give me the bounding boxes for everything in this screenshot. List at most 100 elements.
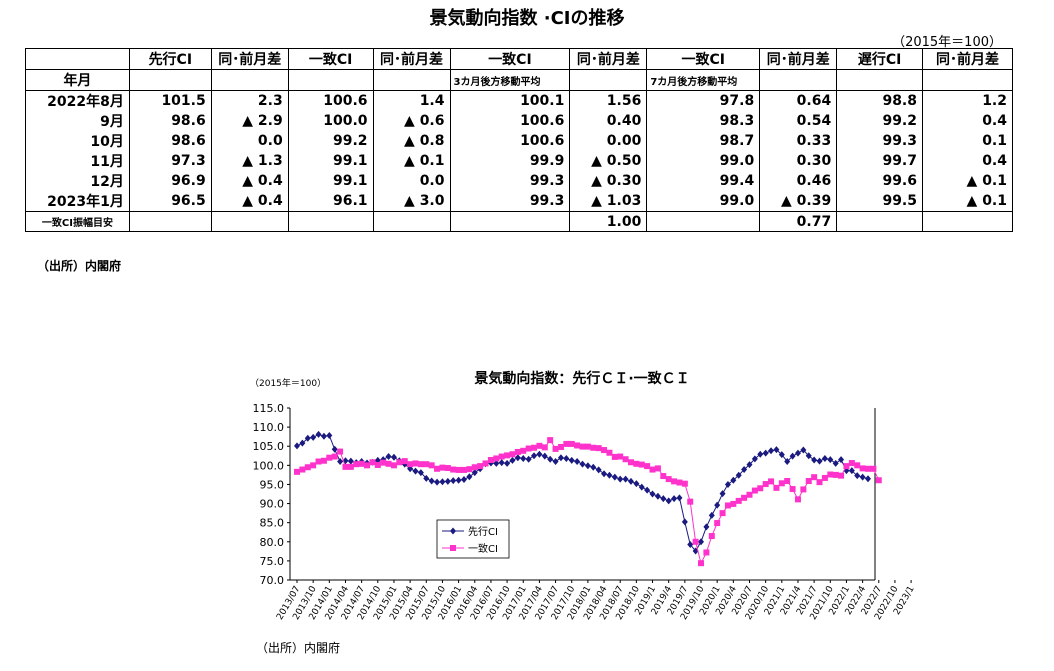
data-point-coincident xyxy=(816,479,823,486)
data-point-coincident xyxy=(800,486,807,493)
data-point-coincident xyxy=(827,471,834,478)
data-point-coincident xyxy=(590,444,597,451)
header-cell: 一致CI xyxy=(646,48,761,70)
data-point-leading xyxy=(606,471,613,479)
data-point-leading xyxy=(811,456,818,464)
data-point-coincident xyxy=(735,497,742,504)
subheader-cell xyxy=(569,69,648,91)
legend-box xyxy=(436,519,510,559)
value-cell: ▲ 0.1 xyxy=(372,151,451,171)
subheader-cell xyxy=(759,69,838,91)
data-point-leading xyxy=(859,473,866,481)
data-point-coincident xyxy=(724,502,731,509)
unit-note: （2015年＝100） xyxy=(892,35,1002,50)
value-cell: 0.1 xyxy=(922,131,1013,151)
data-point-coincident xyxy=(719,510,726,517)
y-tick-label: 100.0 xyxy=(253,459,285,472)
data-point-leading xyxy=(784,458,791,466)
row-label-cell: 12月 xyxy=(25,171,130,191)
data-point-coincident xyxy=(514,448,521,455)
data-point-leading xyxy=(504,459,511,467)
data-point-leading xyxy=(708,511,715,519)
data-point-coincident xyxy=(342,463,349,470)
value-cell: 99.0 xyxy=(646,151,761,171)
data-point-coincident xyxy=(789,486,796,493)
data-point-coincident xyxy=(579,443,586,450)
y-tick-label: 75.0 xyxy=(260,555,285,568)
value-cell: 0.4 xyxy=(922,151,1013,171)
legend-label: 一致CI xyxy=(468,542,498,555)
value-cell: 0.64 xyxy=(759,90,838,111)
row-label-cell: 11月 xyxy=(25,151,130,171)
data-point-leading xyxy=(444,477,451,485)
subheader-cell: 7カ月後方移動平均 xyxy=(646,69,761,91)
footer-value-cell xyxy=(922,211,1013,232)
data-point-coincident xyxy=(665,476,672,483)
data-point-coincident xyxy=(601,447,608,454)
value-cell: 0.33 xyxy=(759,131,838,151)
data-point-leading xyxy=(681,518,688,526)
data-point-coincident xyxy=(364,462,371,469)
data-point-leading xyxy=(757,450,764,458)
data-point-leading xyxy=(423,474,430,482)
value-cell: 0.4 xyxy=(922,111,1013,131)
data-point-coincident xyxy=(326,454,333,461)
value-cell: 98.7 xyxy=(646,131,761,151)
data-point-leading xyxy=(854,472,861,480)
data-point-coincident xyxy=(385,460,392,467)
value-cell: 1.4 xyxy=(372,90,451,111)
data-point-coincident xyxy=(568,440,575,447)
header-cell: 遅行CI xyxy=(836,48,923,70)
data-point-coincident xyxy=(838,472,845,479)
source-note-chart: （出所）内閣府 xyxy=(256,641,341,655)
data-point-coincident xyxy=(773,484,780,491)
data-point-leading xyxy=(428,477,435,485)
value-cell: 1.2 xyxy=(922,90,1013,111)
data-point-coincident xyxy=(854,462,861,469)
data-point-coincident xyxy=(509,451,516,458)
data-point-leading xyxy=(746,461,753,469)
data-point-leading xyxy=(627,477,634,485)
page-title: 景気動向指数 ·CIの推移 xyxy=(429,8,625,29)
value-cell: 99.9 xyxy=(449,151,571,171)
data-point-leading xyxy=(498,459,505,467)
footer-value-cell xyxy=(372,211,451,232)
data-point-coincident xyxy=(552,445,559,452)
header-cell: 先行CI xyxy=(128,48,212,70)
value-cell: ▲ 0.50 xyxy=(569,151,648,171)
data-point-coincident xyxy=(471,464,478,471)
data-point-leading xyxy=(768,447,775,455)
data-point-coincident xyxy=(304,464,311,471)
footer-value-cell xyxy=(210,211,289,232)
table-row: 12月 96.9 ▲ 0.4 99.1 0.0 99.3 ▲ 0.30 99.4 0.46 99.… xyxy=(25,171,1013,191)
data-point-coincident xyxy=(574,442,581,449)
data-point-leading xyxy=(590,463,597,471)
data-point-leading xyxy=(660,495,667,503)
value-cell: ▲ 2.9 xyxy=(210,111,289,131)
data-point-leading xyxy=(450,477,457,485)
data-point-leading xyxy=(509,456,516,464)
data-point-leading xyxy=(762,449,769,457)
data-point-leading xyxy=(568,456,575,464)
subheader-cell xyxy=(210,69,289,91)
value-cell: 0.40 xyxy=(569,111,648,131)
data-point-coincident xyxy=(622,456,629,463)
data-point-coincident xyxy=(805,478,812,485)
data-point-coincident xyxy=(477,463,484,470)
data-point-leading xyxy=(595,466,602,474)
value-cell: ▲ 3.0 xyxy=(372,191,451,212)
data-point-coincident xyxy=(320,457,327,464)
data-point-leading xyxy=(574,458,581,466)
data-point-coincident xyxy=(708,533,715,540)
data-point-coincident xyxy=(557,443,564,450)
subheader-cell: 年月 xyxy=(25,69,130,91)
data-point-leading xyxy=(805,452,812,460)
data-point-leading xyxy=(714,501,721,509)
data-point-leading xyxy=(326,432,333,440)
data-point-coincident xyxy=(525,445,532,452)
value-cell: 2.3 xyxy=(210,90,289,111)
data-point-coincident xyxy=(434,465,441,472)
data-point-coincident xyxy=(450,466,457,473)
y-tick-label: 70.0 xyxy=(260,574,285,587)
value-cell: 99.3 xyxy=(449,171,571,191)
